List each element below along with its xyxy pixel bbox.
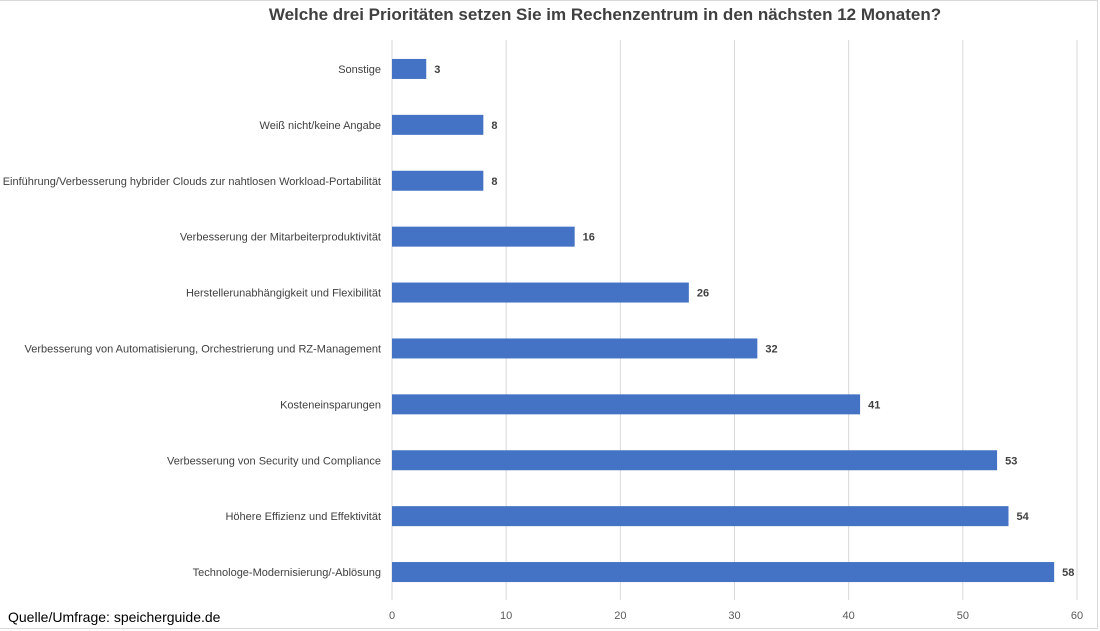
x-tick-label: 60 xyxy=(1071,610,1083,622)
x-tick-label: 50 xyxy=(957,610,969,622)
x-tick-label: 10 xyxy=(500,610,512,622)
data-label: 16 xyxy=(583,232,595,244)
data-label: 8 xyxy=(491,120,497,132)
x-tick-label: 40 xyxy=(843,610,855,622)
bar xyxy=(392,338,758,359)
category-label: Herstellerunabhängigkeit und Flexibilitä… xyxy=(186,288,381,300)
bar xyxy=(392,170,484,191)
bars xyxy=(392,58,1055,583)
bar xyxy=(392,450,998,471)
labels: 0 10 20 30 40 50 60 3 Sonstige 8 Weiß nicht/keine … xyxy=(3,64,1083,622)
category-label: Technologe-Modernisierung/-Ablösung xyxy=(193,567,381,579)
category-label: Verbesserung von Automatisierung, Orches… xyxy=(25,343,381,355)
bar xyxy=(392,114,484,135)
data-label: 54 xyxy=(1017,511,1030,523)
data-label: 53 xyxy=(1005,455,1017,467)
category-label: Kosteneinsparungen xyxy=(280,399,381,411)
bar xyxy=(392,562,1055,583)
data-label: 32 xyxy=(765,343,777,355)
category-label: Verbesserung von Security und Compliance xyxy=(167,455,381,467)
category-label: Verbesserung der Mitarbeiterproduktivitä… xyxy=(180,232,381,244)
x-tick-label: 20 xyxy=(614,610,626,622)
category-label: Einführung/Verbesserung hybrider Clouds … xyxy=(3,176,381,188)
category-label: Sonstige xyxy=(338,64,381,76)
x-tick-label: 0 xyxy=(389,610,395,622)
bar xyxy=(392,394,861,415)
data-label: 26 xyxy=(697,288,709,300)
data-label: 58 xyxy=(1062,567,1074,579)
chart-title: Welche drei Prioritäten setzen Sie im Re… xyxy=(268,5,942,24)
category-label: Höhere Effizienz und Effektivität xyxy=(225,511,381,523)
bar xyxy=(392,506,1009,527)
data-label: 41 xyxy=(868,399,880,411)
data-label: 8 xyxy=(491,176,497,188)
data-label: 3 xyxy=(434,64,440,76)
bar xyxy=(392,226,575,247)
source-note: Quelle/Umfrage: speicherguide.de xyxy=(8,609,221,625)
bar xyxy=(392,282,689,303)
category-label: Weiß nicht/keine Angabe xyxy=(260,120,381,132)
bar xyxy=(392,58,427,79)
x-tick-label: 30 xyxy=(728,610,740,622)
